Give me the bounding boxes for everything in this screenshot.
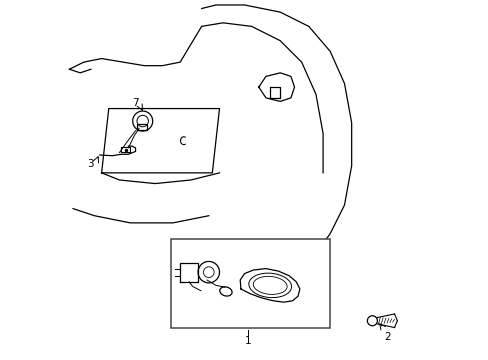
Text: 5: 5 <box>222 301 229 311</box>
Bar <box>171 239 329 328</box>
Text: 1: 1 <box>244 336 251 346</box>
Text: 6: 6 <box>183 291 189 301</box>
Text: 2: 2 <box>383 332 390 342</box>
Text: 4: 4 <box>309 304 316 314</box>
Polygon shape <box>240 269 299 302</box>
Text: 3: 3 <box>87 159 93 169</box>
Text: 7: 7 <box>132 98 139 108</box>
